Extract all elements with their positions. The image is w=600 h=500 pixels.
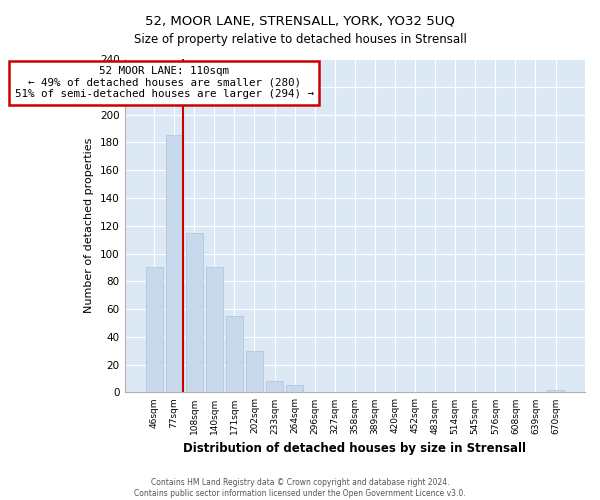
Bar (286, 386, 303, 392)
Bar (266, 382, 283, 392)
Bar (226, 316, 243, 392)
Text: 52 MOOR LANE: 110sqm
← 49% of detached houses are smaller (280)
51% of semi-deta: 52 MOOR LANE: 110sqm ← 49% of detached h… (14, 66, 314, 99)
Bar (146, 268, 163, 392)
X-axis label: Distribution of detached houses by size in Strensall: Distribution of detached houses by size … (184, 442, 526, 455)
Bar (166, 136, 182, 392)
Text: 52, MOOR LANE, STRENSALL, YORK, YO32 5UQ: 52, MOOR LANE, STRENSALL, YORK, YO32 5UQ (145, 15, 455, 28)
Text: Size of property relative to detached houses in Strensall: Size of property relative to detached ho… (134, 32, 466, 46)
Y-axis label: Number of detached properties: Number of detached properties (85, 138, 94, 314)
Bar (246, 351, 263, 393)
Bar (185, 232, 203, 392)
Bar (547, 390, 564, 392)
Bar (206, 268, 223, 392)
Text: Contains HM Land Registry data © Crown copyright and database right 2024.
Contai: Contains HM Land Registry data © Crown c… (134, 478, 466, 498)
